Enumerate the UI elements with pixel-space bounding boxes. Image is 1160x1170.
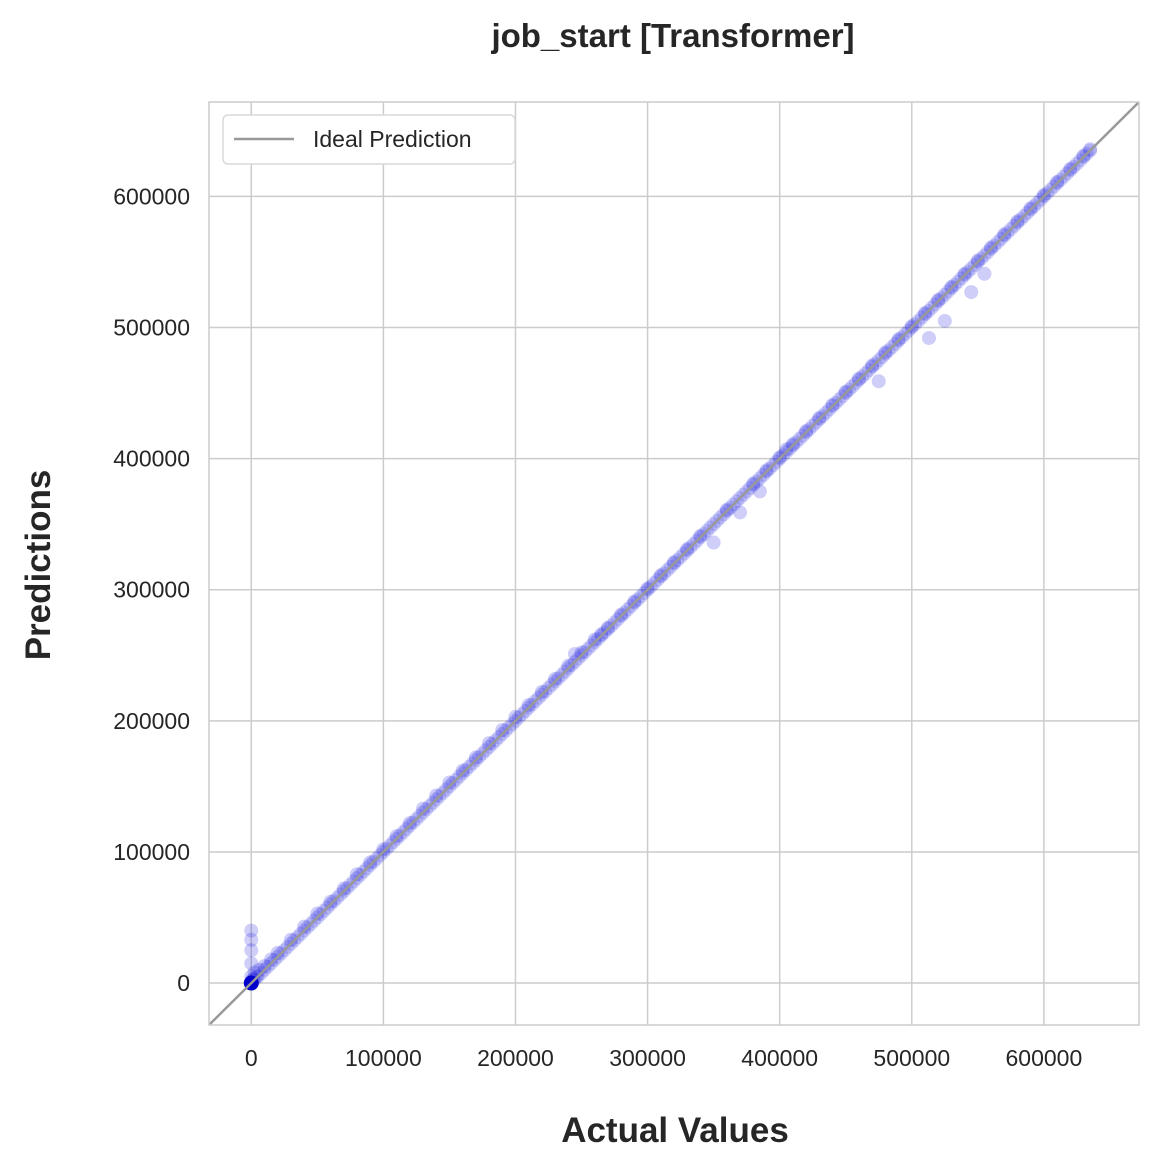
- data-point: [468, 750, 483, 765]
- data-point: [442, 775, 457, 790]
- data-point: [521, 698, 536, 713]
- data-point: [921, 330, 936, 345]
- data-point: [297, 919, 312, 934]
- legend-box: [222, 114, 516, 165]
- y-tick-label: 0: [177, 970, 190, 996]
- data-point: [323, 894, 338, 909]
- data-point: [561, 658, 576, 673]
- x-axis-ticks: 0 100000 200000 300000 400000 500000 600000: [245, 1045, 1082, 1071]
- data-point: [482, 736, 497, 751]
- x-tick-label: 400000: [741, 1045, 818, 1071]
- x-tick-label: 600000: [1006, 1045, 1083, 1071]
- data-point: [244, 932, 259, 947]
- data-point: [349, 867, 364, 882]
- x-axis-label: Actual Values: [561, 1111, 789, 1150]
- data-point: [752, 484, 767, 499]
- y-axis-label: Predictions: [19, 470, 58, 661]
- x-tick-label: 0: [245, 1045, 258, 1071]
- plot-area: [208, 101, 1140, 1026]
- data-point: [429, 788, 444, 803]
- data-point: [336, 881, 351, 896]
- data-point: [937, 313, 952, 328]
- x-tick-label: 100000: [345, 1045, 422, 1071]
- y-axis-ticks: 0 100000 200000 300000 400000 500000 600000: [113, 183, 190, 996]
- legend: Ideal Prediction: [222, 114, 516, 165]
- data-point: [534, 684, 549, 699]
- horizontal-gridlines: [209, 195, 1139, 984]
- y-tick-label: 400000: [113, 446, 190, 472]
- data-point: [548, 671, 563, 686]
- data-point: [376, 842, 391, 857]
- data-point: [977, 266, 992, 281]
- y-tick-label: 100000: [113, 839, 190, 865]
- data-point: [455, 763, 470, 778]
- data-point: [283, 932, 298, 947]
- data-point: [706, 535, 721, 550]
- data-point: [871, 374, 886, 389]
- data-point: [264, 952, 279, 967]
- data-point: [257, 959, 272, 974]
- data-point: [270, 945, 285, 960]
- data-point: [402, 816, 417, 831]
- x-tick-label: 500000: [873, 1045, 950, 1071]
- data-point: [587, 632, 602, 647]
- data-point: [389, 829, 404, 844]
- data-point: [574, 645, 589, 660]
- y-tick-label: 600000: [113, 183, 190, 209]
- legend-entry-ideal-prediction: Ideal Prediction: [313, 126, 472, 152]
- x-tick-label: 300000: [609, 1045, 686, 1071]
- y-tick-label: 200000: [113, 708, 190, 734]
- data-point: [964, 285, 979, 300]
- data-point: [733, 505, 748, 520]
- vertical-gridlines: [250, 102, 1045, 1025]
- data-point: [310, 906, 325, 921]
- data-point: [244, 923, 259, 938]
- plot-frame: [208, 101, 1140, 1026]
- data-point: [244, 943, 259, 958]
- x-tick-label: 200000: [477, 1045, 554, 1071]
- data-point: [779, 442, 794, 457]
- data-point: [244, 956, 259, 971]
- chart-title: job_start [Transformer]: [490, 17, 854, 54]
- ideal-prediction-line: [208, 101, 1140, 1026]
- data-point: [416, 801, 431, 816]
- y-tick-label: 300000: [113, 577, 190, 603]
- data-point: [508, 709, 523, 724]
- data-point: [495, 723, 510, 738]
- data-point: [363, 855, 378, 870]
- y-tick-label: 500000: [113, 315, 190, 341]
